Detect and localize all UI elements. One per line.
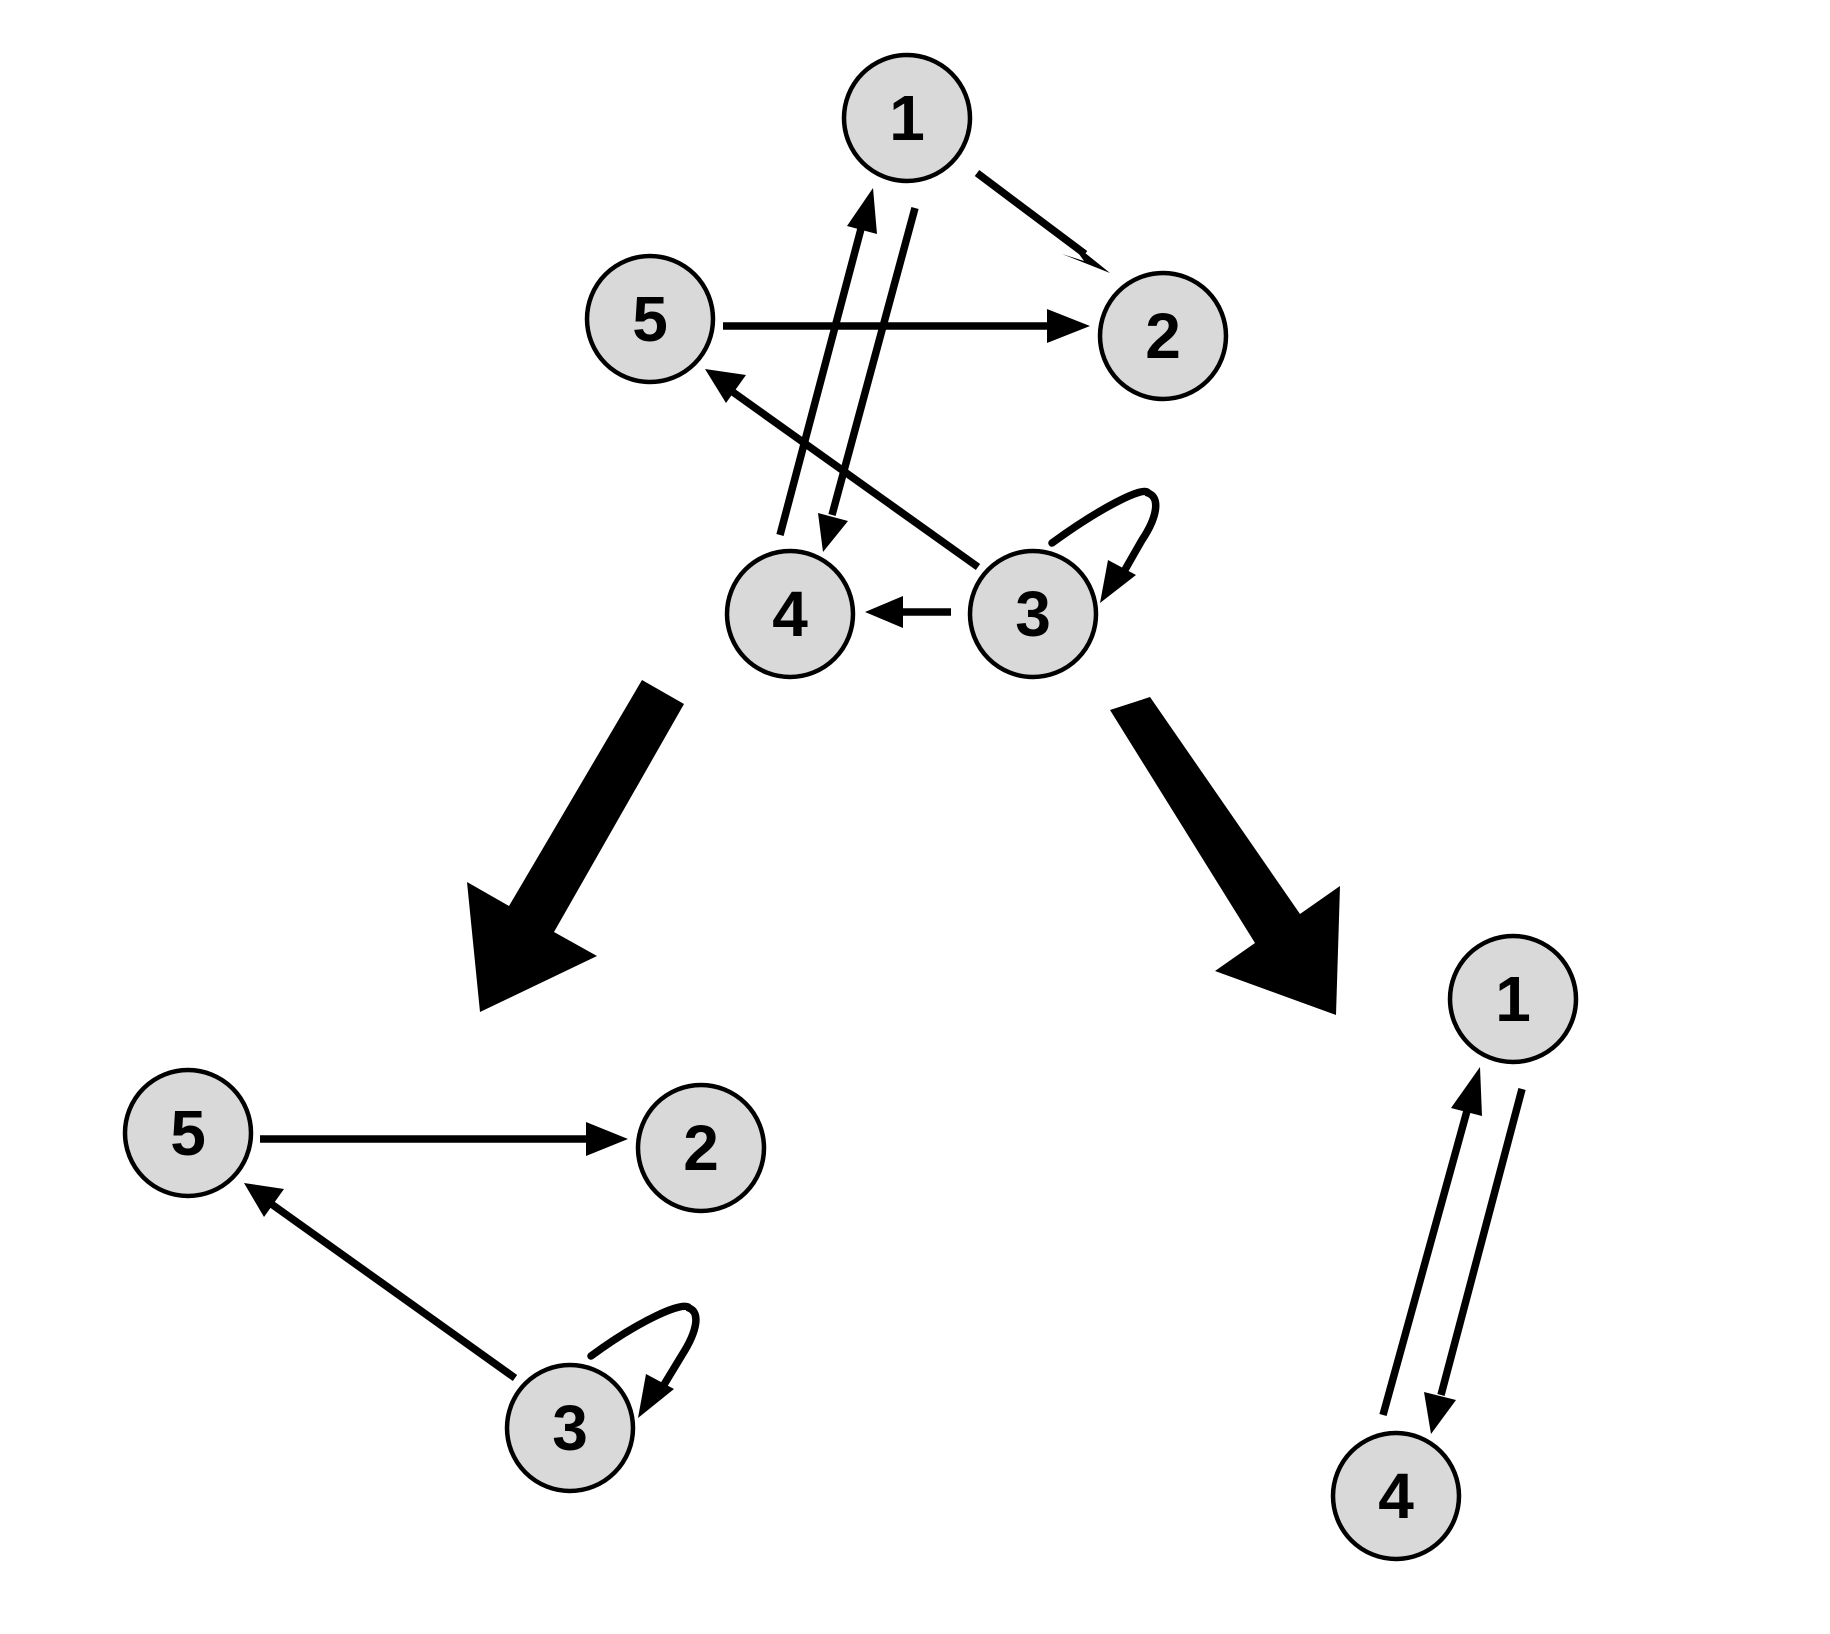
edge-4-to-1 [1379, 1067, 1482, 1416]
edge-1-to-2 [974, 170, 1110, 273]
top-graph: 1 5 2 4 3 [584, 52, 1229, 680]
edge-5-to-2 [260, 1122, 628, 1156]
split-arrow-left [467, 680, 684, 1012]
node-label: 5 [632, 283, 668, 355]
edge-3-to-5 [705, 369, 981, 571]
edge-5-to-2 [723, 309, 1090, 343]
node-2: 2 [1097, 270, 1229, 402]
node-5: 5 [584, 253, 716, 385]
node-label: 1 [1495, 963, 1531, 1035]
node-label: 2 [1145, 300, 1181, 372]
node-1: 1 [1447, 933, 1579, 1065]
node-label: 4 [772, 578, 808, 650]
edge-3-to-4 [865, 596, 951, 628]
node-3: 3 [967, 548, 1099, 680]
split-arrow-right [1110, 697, 1340, 1015]
node-4: 4 [724, 548, 856, 680]
edge-4-to-1 [776, 188, 877, 536]
edge-3-to-5 [244, 1183, 518, 1382]
bottom-left-graph: 5 2 3 [122, 1067, 767, 1494]
node-3: 3 [504, 1362, 636, 1494]
node-1: 1 [841, 52, 973, 184]
node-label: 3 [1015, 578, 1051, 650]
bottom-right-graph: 1 4 [1330, 933, 1579, 1562]
node-label: 4 [1378, 1460, 1414, 1532]
self-loop-3 [1048, 487, 1160, 603]
node-label: 5 [170, 1097, 206, 1169]
node-label: 3 [552, 1392, 588, 1464]
edge-1-to-4 [1424, 1088, 1526, 1434]
edge-1-to-4 [818, 207, 919, 552]
self-loop-3 [587, 1302, 700, 1418]
node-5: 5 [122, 1067, 254, 1199]
node-4: 4 [1330, 1430, 1462, 1562]
node-2: 2 [635, 1082, 767, 1214]
node-label: 2 [683, 1112, 719, 1184]
node-label: 1 [889, 82, 925, 154]
